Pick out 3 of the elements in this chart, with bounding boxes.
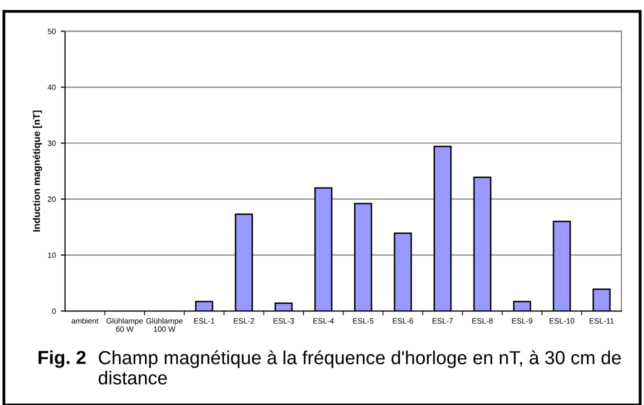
caption: Fig. 2: [38, 350, 86, 368]
text: Champ magnétique à la fréquence d'horloge en nT, à 30 cm de distance: [98, 350, 621, 385]
y-axis-title: Induction magnétique [nT]: [32, 110, 42, 232]
